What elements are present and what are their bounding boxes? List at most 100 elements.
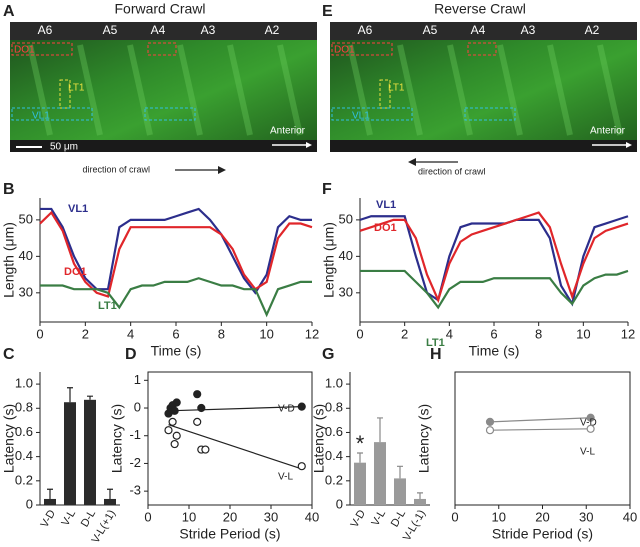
segment-label: A5 <box>103 23 118 37</box>
point <box>485 417 495 426</box>
y-tick-label: 0.2 <box>15 472 33 487</box>
bar <box>414 498 426 505</box>
x-tick-label: 10 <box>576 326 590 341</box>
y-tick-label: 0.8 <box>325 400 343 415</box>
y-axis-label: Latency (s) <box>1 404 17 473</box>
x-axis-label: Time (s) <box>469 343 520 359</box>
segment-label: A4 <box>471 23 486 37</box>
roi-label: VL1 <box>352 111 370 122</box>
point <box>586 424 595 433</box>
segment-label: A6 <box>358 23 373 37</box>
series-line <box>40 207 312 295</box>
muscle-stripe <box>177 44 203 136</box>
series-line <box>359 211 629 304</box>
y-tick-label: 50 <box>19 211 33 226</box>
roi-outline <box>11 42 73 56</box>
arrow-head <box>626 142 632 148</box>
segment-band <box>330 22 637 40</box>
chart: B 30 40 50 0 2 4 6 8 10 12 Length (μm) Time (s) VL1 DO… <box>1 181 320 358</box>
arrow-head <box>218 166 226 174</box>
roi-outline <box>144 107 196 121</box>
x-tick-label: 10 <box>492 509 506 524</box>
bar <box>44 498 56 505</box>
point <box>586 413 595 422</box>
series-label: V-D <box>278 404 295 415</box>
point <box>197 403 206 413</box>
panel-letter: A <box>3 3 15 20</box>
x-tick-label: 20 <box>223 509 237 524</box>
error-bar <box>377 417 383 443</box>
point <box>201 445 210 454</box>
series-label: VL1 <box>376 199 396 211</box>
muscle-stripe <box>77 44 103 136</box>
series-line <box>360 269 629 310</box>
x-tick-label: 0 <box>36 326 43 341</box>
segment-label: A3 <box>201 23 216 37</box>
y-tick-label: 0.6 <box>15 424 33 439</box>
point <box>170 439 179 449</box>
y-tick-label: 1.0 <box>325 376 343 391</box>
y-tick-label: 1 <box>134 372 141 387</box>
segment-label: A5 <box>423 23 438 37</box>
micrograph <box>330 22 637 152</box>
panel-letter: E <box>322 3 333 20</box>
point <box>485 426 495 435</box>
x-tick-label: 2 <box>82 326 89 341</box>
roi-outline <box>11 107 93 121</box>
x-tick-label: 8 <box>535 326 542 341</box>
error-bar <box>397 465 403 479</box>
bar <box>354 462 366 505</box>
muscle-stripe <box>277 44 303 136</box>
error-bar <box>357 452 363 463</box>
bar <box>84 399 96 505</box>
micrograph <box>10 22 317 152</box>
y-axis-label: Latency (s) <box>109 404 125 473</box>
image-title: Forward Crawl <box>114 1 205 17</box>
y-tick-label: 0.8 <box>15 400 33 415</box>
segment-label: A6 <box>38 23 53 37</box>
fit-line <box>168 424 302 470</box>
x-tick-label: D-L <box>79 508 98 529</box>
roi-outline <box>331 42 393 56</box>
x-tick-label: 4 <box>127 326 134 341</box>
scale-label: 50 μm <box>50 142 78 153</box>
series-line <box>359 215 629 307</box>
roi-label: DO1 <box>334 45 355 56</box>
point <box>193 417 202 426</box>
error-bar <box>67 387 73 403</box>
anterior-label: Anterior <box>270 126 306 137</box>
series-label: LT1 <box>426 337 445 349</box>
y-tick-label: 0.6 <box>325 424 343 439</box>
x-tick-label: 40 <box>623 509 637 524</box>
y-tick-label: 0.4 <box>325 448 343 463</box>
point <box>172 431 181 440</box>
x-tick-label: 8 <box>218 326 225 341</box>
x-tick-label: 6 <box>490 326 497 341</box>
series-label: VL1 <box>68 203 88 215</box>
plot-frame <box>147 371 313 506</box>
panel-letter: C <box>3 346 15 363</box>
arrow-head <box>306 142 312 148</box>
y-tick-label: 40 <box>339 248 353 263</box>
x-tick-label: 30 <box>264 509 278 524</box>
y-axis-label: Latency (s) <box>416 404 432 473</box>
x-axis-label: Stride Period (s) <box>179 526 280 542</box>
x-tick-label: 20 <box>535 509 549 524</box>
roi-label: DO1 <box>14 45 35 56</box>
roi-outline <box>464 107 516 121</box>
series-line <box>39 210 313 298</box>
x-tick-label: 10 <box>182 509 196 524</box>
point <box>297 462 306 471</box>
point <box>193 390 202 399</box>
panel-letter: F <box>322 181 332 198</box>
chart: H 0 10 20 30 40 Latency (s) Stride Period (s) V-… <box>416 346 638 541</box>
image-panels: A Forward Crawl A6 A5 A4 A3 A2 DO1 LT1 VL1 Anterio… <box>3 1 637 176</box>
image-title: Reverse Crawl <box>434 1 526 17</box>
arrow-head <box>408 158 416 166</box>
anterior-label: Anterior <box>590 126 626 137</box>
x-tick-label: 0 <box>144 509 151 524</box>
x-tick-label: 12 <box>621 326 635 341</box>
